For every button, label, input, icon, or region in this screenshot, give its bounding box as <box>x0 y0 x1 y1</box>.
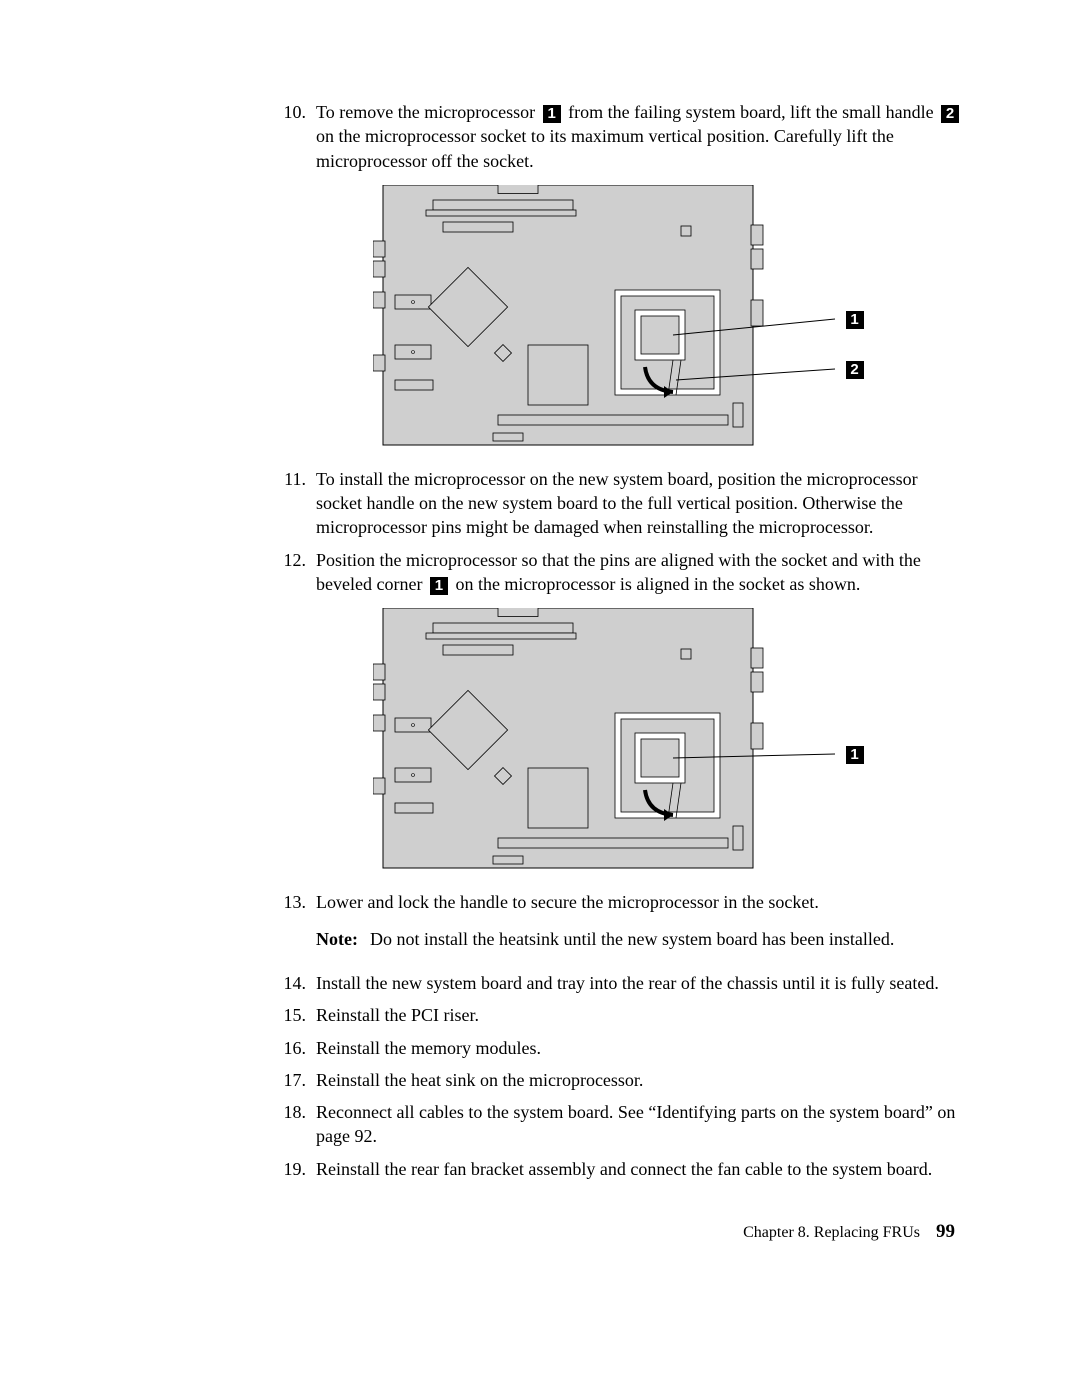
step-14: 14. Install the new system board and tra… <box>270 971 965 995</box>
step-number: 18. <box>270 1100 316 1149</box>
step-10: 10. To remove the microprocessor 1 from … <box>270 100 965 173</box>
step-number: 19. <box>270 1157 316 1181</box>
step-text: Reinstall the memory modules. <box>316 1036 965 1060</box>
step-number: 11. <box>270 467 316 540</box>
step-15: 15. Reinstall the PCI riser. <box>270 1003 965 1027</box>
system-board-diagram-2 <box>373 608 863 874</box>
step-text: To install the microprocessor on the new… <box>316 467 965 540</box>
document-page: 10. To remove the microprocessor 1 from … <box>0 0 1080 1303</box>
step-text: To remove the microprocessor 1 from the … <box>316 100 965 173</box>
step-text-part: on the microprocessor socket to its maxi… <box>316 126 894 170</box>
diagram-callout-1: 1 <box>846 311 864 329</box>
step-12: 12. Position the microprocessor so that … <box>270 548 965 597</box>
diagram-callout-2: 2 <box>846 361 864 379</box>
step-text: Reinstall the heat sink on the microproc… <box>316 1068 965 1092</box>
page-number: 99 <box>936 1221 955 1242</box>
step-text: Install the new system board and tray in… <box>316 971 965 995</box>
step-text: Reconnect all cables to the system board… <box>316 1100 965 1149</box>
step-text: Position the microprocessor so that the … <box>316 548 965 597</box>
step-text: Reinstall the PCI riser. <box>316 1003 965 1027</box>
note: Note: Do not install the heatsink until … <box>316 927 965 951</box>
callout-2-inline: 2 <box>941 105 959 123</box>
callout-1-inline: 1 <box>543 105 561 123</box>
chapter-label: Chapter 8. Replacing FRUs <box>743 1224 920 1241</box>
step-text-body: Lower and lock the handle to secure the … <box>316 892 819 912</box>
system-board-diagram-1 <box>373 185 863 451</box>
step-number: 12. <box>270 548 316 597</box>
diagram-callout-1: 1 <box>846 746 864 764</box>
step-16: 16. Reinstall the memory modules. <box>270 1036 965 1060</box>
step-number: 15. <box>270 1003 316 1027</box>
diagram-1-wrap: 1 2 <box>373 185 863 451</box>
page-footer: Chapter 8. Replacing FRUs 99 <box>270 1221 965 1243</box>
step-11: 11. To install the microprocessor on the… <box>270 467 965 540</box>
step-text-part: To remove the microprocessor <box>316 102 540 122</box>
step-number: 10. <box>270 100 316 173</box>
step-number: 17. <box>270 1068 316 1092</box>
step-13: 13. Lower and lock the handle to secure … <box>270 890 965 963</box>
callout-1-inline: 1 <box>430 577 448 595</box>
note-body: Do not install the heatsink until the ne… <box>370 927 965 951</box>
step-text: Lower and lock the handle to secure the … <box>316 890 965 963</box>
step-number: 16. <box>270 1036 316 1060</box>
step-text: Reinstall the rear fan bracket assembly … <box>316 1157 965 1181</box>
step-18: 18. Reconnect all cables to the system b… <box>270 1100 965 1149</box>
step-19: 19. Reinstall the rear fan bracket assem… <box>270 1157 965 1181</box>
step-text-part: on the microprocessor is aligned in the … <box>451 574 860 594</box>
step-text-part: from the failing system board, lift the … <box>564 102 938 122</box>
note-label: Note: <box>316 927 370 951</box>
diagram-2-wrap: 1 <box>373 608 863 874</box>
step-number: 14. <box>270 971 316 995</box>
step-17: 17. Reinstall the heat sink on the micro… <box>270 1068 965 1092</box>
step-number: 13. <box>270 890 316 963</box>
